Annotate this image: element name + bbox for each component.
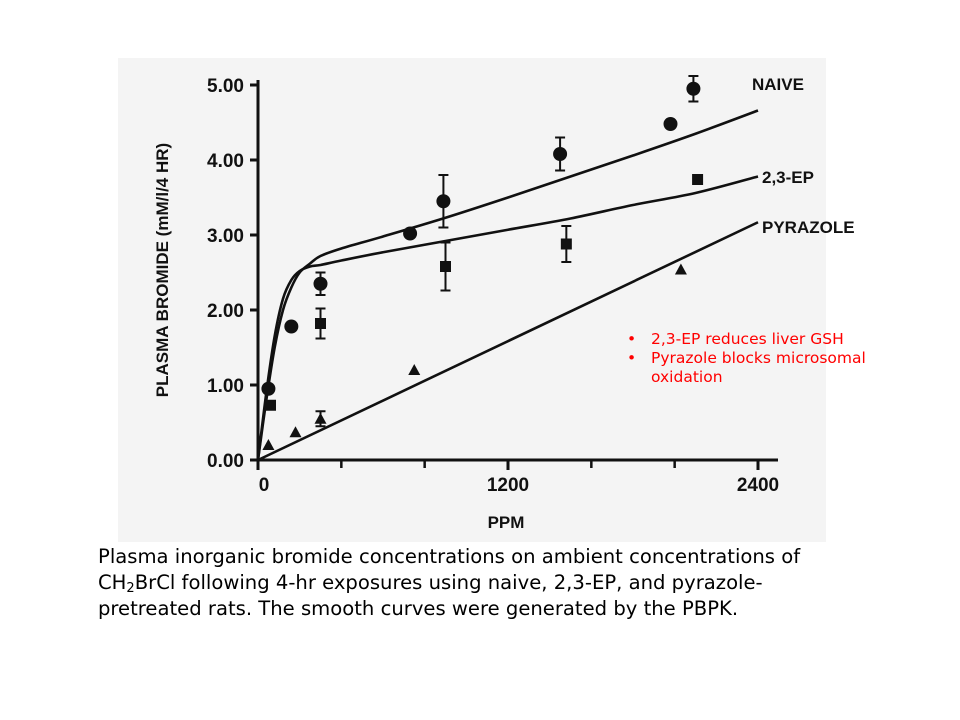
model-curves bbox=[256, 109, 759, 462]
y-tick-label: 4.00 bbox=[207, 151, 244, 172]
point-pyrazole bbox=[289, 426, 302, 438]
note-item: • Pyrazole blocks microsomal oxidation bbox=[625, 349, 925, 387]
series-label-2-3-ep: 2,3-EP bbox=[762, 168, 814, 187]
note-text: 2,3-EP reduces liver GSH bbox=[651, 330, 844, 348]
point-naive bbox=[403, 226, 418, 241]
bullet-icon: • bbox=[627, 349, 637, 367]
caption-subscript: 2 bbox=[126, 581, 135, 596]
data-markers bbox=[261, 75, 704, 450]
y-tick-label: 5.00 bbox=[207, 76, 244, 97]
x-tick-label: 2400 bbox=[737, 475, 779, 496]
y-tick-label: 3.00 bbox=[207, 226, 244, 247]
curve-pyrazole bbox=[257, 221, 759, 462]
point-pyrazole bbox=[674, 263, 687, 275]
y-tick-label: 2.00 bbox=[207, 301, 244, 322]
point-naive bbox=[313, 276, 328, 291]
note-text: Pyrazole blocks microsomal oxidation bbox=[651, 349, 866, 386]
caption-text: BrCl following 4-hr exposures using naiv… bbox=[134, 571, 763, 594]
axes bbox=[250, 80, 778, 470]
point-naive bbox=[436, 194, 451, 209]
point-pyrazole bbox=[262, 439, 275, 450]
figure-caption: Plasma inorganic bromide concentrations … bbox=[98, 544, 878, 622]
point-pyrazole bbox=[408, 364, 421, 375]
bullet-icon: • bbox=[627, 330, 637, 348]
x-tick-label: 0 bbox=[259, 475, 270, 496]
y-tick-label: 0.00 bbox=[207, 451, 244, 472]
caption-line: pretreated rats. The smooth curves were … bbox=[98, 597, 739, 620]
y-axis-title: PLASMA BROMIDE (mM/l/4 HR) bbox=[153, 143, 172, 397]
point-2-3-ep bbox=[692, 174, 704, 185]
caption-text: CH bbox=[98, 571, 127, 594]
series-label-pyrazole: PYRAZOLE bbox=[762, 218, 855, 237]
curve-2-3-ep bbox=[256, 175, 759, 461]
point-naive bbox=[553, 147, 568, 161]
note-item: • 2,3-EP reduces liver GSH bbox=[625, 330, 925, 349]
annotation-notes: • 2,3-EP reduces liver GSH • Pyrazole bl… bbox=[625, 330, 925, 387]
point-2-3-ep bbox=[560, 238, 572, 250]
x-tick-label: 1200 bbox=[487, 475, 529, 496]
x-axis-title: PPM bbox=[488, 513, 525, 532]
point-2-3-ep bbox=[315, 318, 326, 329]
y-tick-label: 1.00 bbox=[207, 376, 244, 397]
point-naive bbox=[261, 381, 276, 396]
point-naive bbox=[663, 117, 678, 131]
point-2-3-ep bbox=[440, 261, 451, 272]
series-label-naive: NAIVE bbox=[752, 75, 804, 94]
point-2-3-ep bbox=[265, 399, 276, 411]
curve-naive bbox=[256, 109, 759, 461]
chart-labels: 0.00 1.00 2.00 3.00 4.00 5.00 0 1200 2400 PPM PLAS… bbox=[153, 75, 855, 532]
point-naive bbox=[686, 81, 701, 96]
point-pyrazole bbox=[314, 412, 327, 424]
caption-line: CH2BrCl following 4-hr exposures using n… bbox=[98, 570, 878, 596]
caption-line: Plasma inorganic bromide concentrations … bbox=[98, 545, 801, 568]
point-naive bbox=[284, 319, 299, 334]
